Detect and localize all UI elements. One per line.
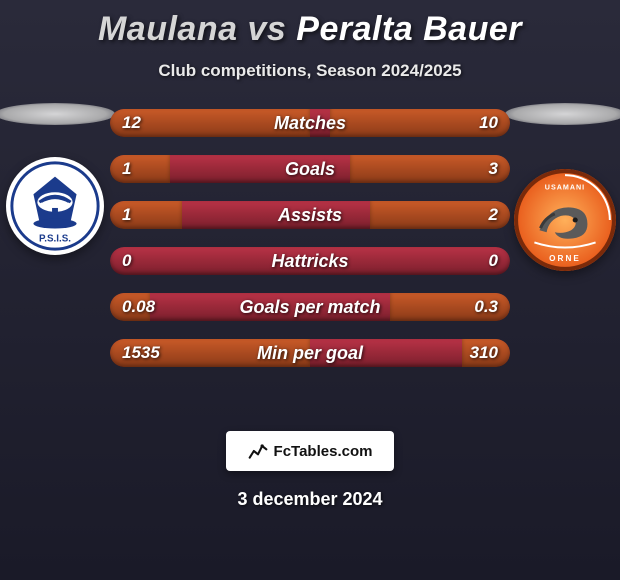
stat-bar: 0.080.3Goals per match [110,293,510,321]
stat-bar: 00Hattricks [110,247,510,275]
comparison-stage: P.S.I.S. USAMANI ORNE 1210Matches13Goa [0,109,620,409]
stat-label: Min per goal [110,339,510,367]
player1-name: Maulana [98,10,238,48]
svg-text:USAMANI: USAMANI [545,183,585,191]
team-left: P.S.I.S. [0,101,120,401]
fctables-logo-icon [248,441,268,461]
stat-bar: 1535310Min per goal [110,339,510,367]
subtitle: Club competitions, Season 2024/2025 [0,61,620,81]
brand-name: FcTables.com [274,443,373,460]
svg-text:ORNE: ORNE [549,254,581,263]
stat-label: Goals [110,155,510,183]
team-left-logo: P.S.I.S. [6,157,104,255]
team-right-logo: USAMANI ORNE [514,169,616,271]
date-label: 3 december 2024 [0,489,620,510]
team-right: USAMANI ORNE [500,101,620,401]
stat-label: Assists [110,201,510,229]
stat-bar: 1210Matches [110,109,510,137]
brand-badge[interactable]: FcTables.com [226,431,394,471]
stat-bars: 1210Matches 13Goals 12Assists 00Hattricks 0.… [110,109,510,367]
player2-name: Peralta Bauer [296,10,522,48]
stat-bar: 13Goals [110,155,510,183]
stat-label: Matches [110,109,510,137]
vs-text: vs [247,10,286,48]
halo-left [0,103,115,125]
comparison-title: Maulana vs Peralta Bauer [0,10,620,49]
stat-bar: 12Assists [110,201,510,229]
psis-logo-icon: P.S.I.S. [6,157,104,255]
stat-label: Hattricks [110,247,510,275]
halo-right [505,103,620,125]
pusamania-logo-icon: USAMANI ORNE [514,169,616,271]
svg-text:P.S.I.S.: P.S.I.S. [39,233,71,244]
stat-label: Goals per match [110,293,510,321]
